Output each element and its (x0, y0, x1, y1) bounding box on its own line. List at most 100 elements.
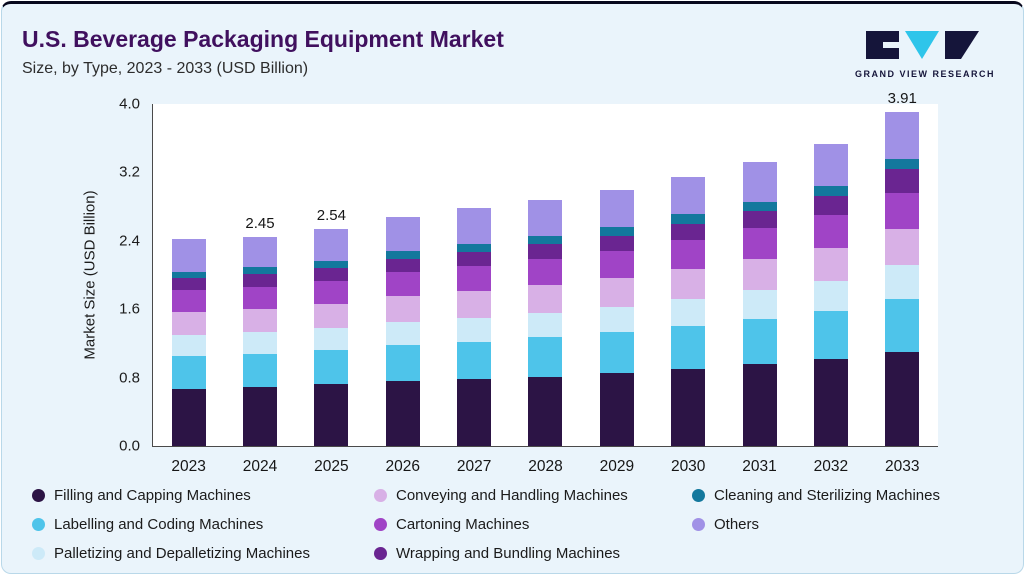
legend-item: Conveying and Handling Machines (374, 487, 692, 504)
bar-segment (385, 296, 420, 323)
bar-segment (599, 235, 634, 252)
y-tick-label: 0.0 (119, 437, 140, 455)
bar-segment (243, 236, 278, 268)
bar-segment (243, 387, 278, 446)
bar-stack (885, 111, 920, 446)
legend-dot-icon (374, 547, 387, 560)
bar-segment (314, 350, 349, 385)
bar-segment (243, 353, 278, 388)
bar-segment (671, 369, 706, 446)
bar-segment (885, 298, 920, 352)
bar-stack (528, 199, 563, 446)
bar-segment (813, 144, 848, 187)
bar-segment (171, 388, 206, 446)
bar-segment (885, 158, 920, 170)
legend-label: Filling and Capping Machines (54, 487, 251, 504)
bar-2033: 3.91 2033 (885, 90, 920, 475)
x-tick-label: 2031 (742, 458, 777, 475)
grand-view-research-logo: GRAND VIEW RESEARCH (851, 30, 999, 79)
x-tick-label: 2024 (242, 458, 278, 475)
bar-segment (599, 251, 634, 279)
legend-label: Cleaning and Sterilizing Machines (714, 487, 940, 504)
bar-2029: 2029 (599, 189, 634, 475)
bar-segment (813, 281, 848, 311)
bar-segment (885, 228, 920, 265)
bar-segment (457, 208, 492, 245)
bar-segment (528, 199, 563, 236)
page-title: U.S. Beverage Packaging Equipment Market (22, 26, 504, 52)
bar-total-label: 2.54 (316, 206, 346, 224)
bar-segment (314, 260, 349, 269)
legend-item: Cartoning Machines (374, 516, 692, 533)
bar-segment (671, 326, 706, 370)
legend-dot-icon (374, 518, 387, 531)
bar-segment (314, 328, 349, 351)
bar-segment (813, 215, 848, 248)
bar-segment (171, 290, 206, 312)
bar-segment (385, 216, 420, 252)
bar-segment (457, 317, 492, 342)
y-tick-label: 1.6 (119, 300, 140, 318)
page-subtitle: Size, by Type, 2023 - 2033 (USD Billion) (22, 60, 309, 77)
legend-label: Labelling and Coding Machines (54, 516, 264, 533)
bar-segment (742, 201, 777, 211)
legend-label: Palletizing and Depalletizing Machines (54, 545, 310, 562)
bar-segment (457, 291, 492, 318)
bar-segment (885, 111, 920, 159)
bar-segment (671, 214, 706, 224)
bar-segment (671, 176, 706, 215)
bar-segment (314, 268, 349, 282)
bar-stack (671, 176, 706, 446)
bar-segment (599, 189, 634, 228)
legend-label: Others (714, 516, 760, 533)
bar-segment (599, 306, 634, 333)
bar-segment (171, 334, 206, 357)
legend-item: Cleaning and Sterilizing Machines (692, 487, 1007, 504)
bar-segment (599, 278, 634, 307)
x-tick-label: 2027 (456, 458, 492, 475)
bar-segment (742, 318, 777, 364)
bar-segment (528, 285, 563, 313)
bar-segment (528, 376, 563, 446)
x-tick-label: 2023 (171, 458, 206, 475)
bar-segment (671, 269, 706, 299)
bar-segment (314, 228, 349, 261)
legend-item: Filling and Capping Machines (32, 487, 374, 504)
logo-mark-icon (866, 31, 979, 59)
bar-segment (171, 311, 206, 335)
bar-stack (457, 208, 492, 446)
legend-item: Palletizing and Depalletizing Machines (32, 545, 374, 562)
bar-segment (457, 379, 492, 446)
bar-2031: 2031 (742, 162, 777, 475)
bar-2026: 2026 (385, 216, 420, 475)
x-tick-label: 2026 (385, 458, 420, 475)
bar-stack (314, 228, 349, 446)
legend-dot-icon (32, 518, 45, 531)
bar-segment (243, 267, 278, 275)
bar-segment (171, 271, 206, 279)
y-tick-label: 0.8 (119, 369, 140, 387)
y-tick-label: 4.0 (119, 95, 140, 113)
bar-segment (813, 310, 848, 359)
bar-segment (528, 337, 563, 377)
bar-segment (813, 186, 848, 197)
bar-2024: 2.45 2024 (243, 215, 278, 475)
bar-segment (813, 247, 848, 281)
logo-text: GRAND VIEW RESEARCH (854, 69, 995, 79)
legend-label: Wrapping and Bundling Machines (396, 545, 621, 562)
legend-item: Wrapping and Bundling Machines (374, 545, 692, 562)
bar-segment (528, 258, 563, 286)
legend-label: Cartoning Machines (396, 516, 530, 533)
legend-dot-icon (374, 489, 387, 502)
bar-2028: 2028 (528, 199, 563, 475)
bar-segment (813, 358, 848, 446)
x-tick-label: 2028 (528, 458, 563, 475)
bar-2025: 2.54 2025 (314, 206, 349, 475)
bar-segment (385, 381, 420, 446)
legend: Filling and Capping Machines Conveying an… (32, 487, 1007, 562)
legend-item: Labelling and Coding Machines (32, 516, 374, 533)
bar-segment (671, 239, 706, 270)
bar-segment (314, 304, 349, 329)
bar-segment (599, 373, 634, 446)
